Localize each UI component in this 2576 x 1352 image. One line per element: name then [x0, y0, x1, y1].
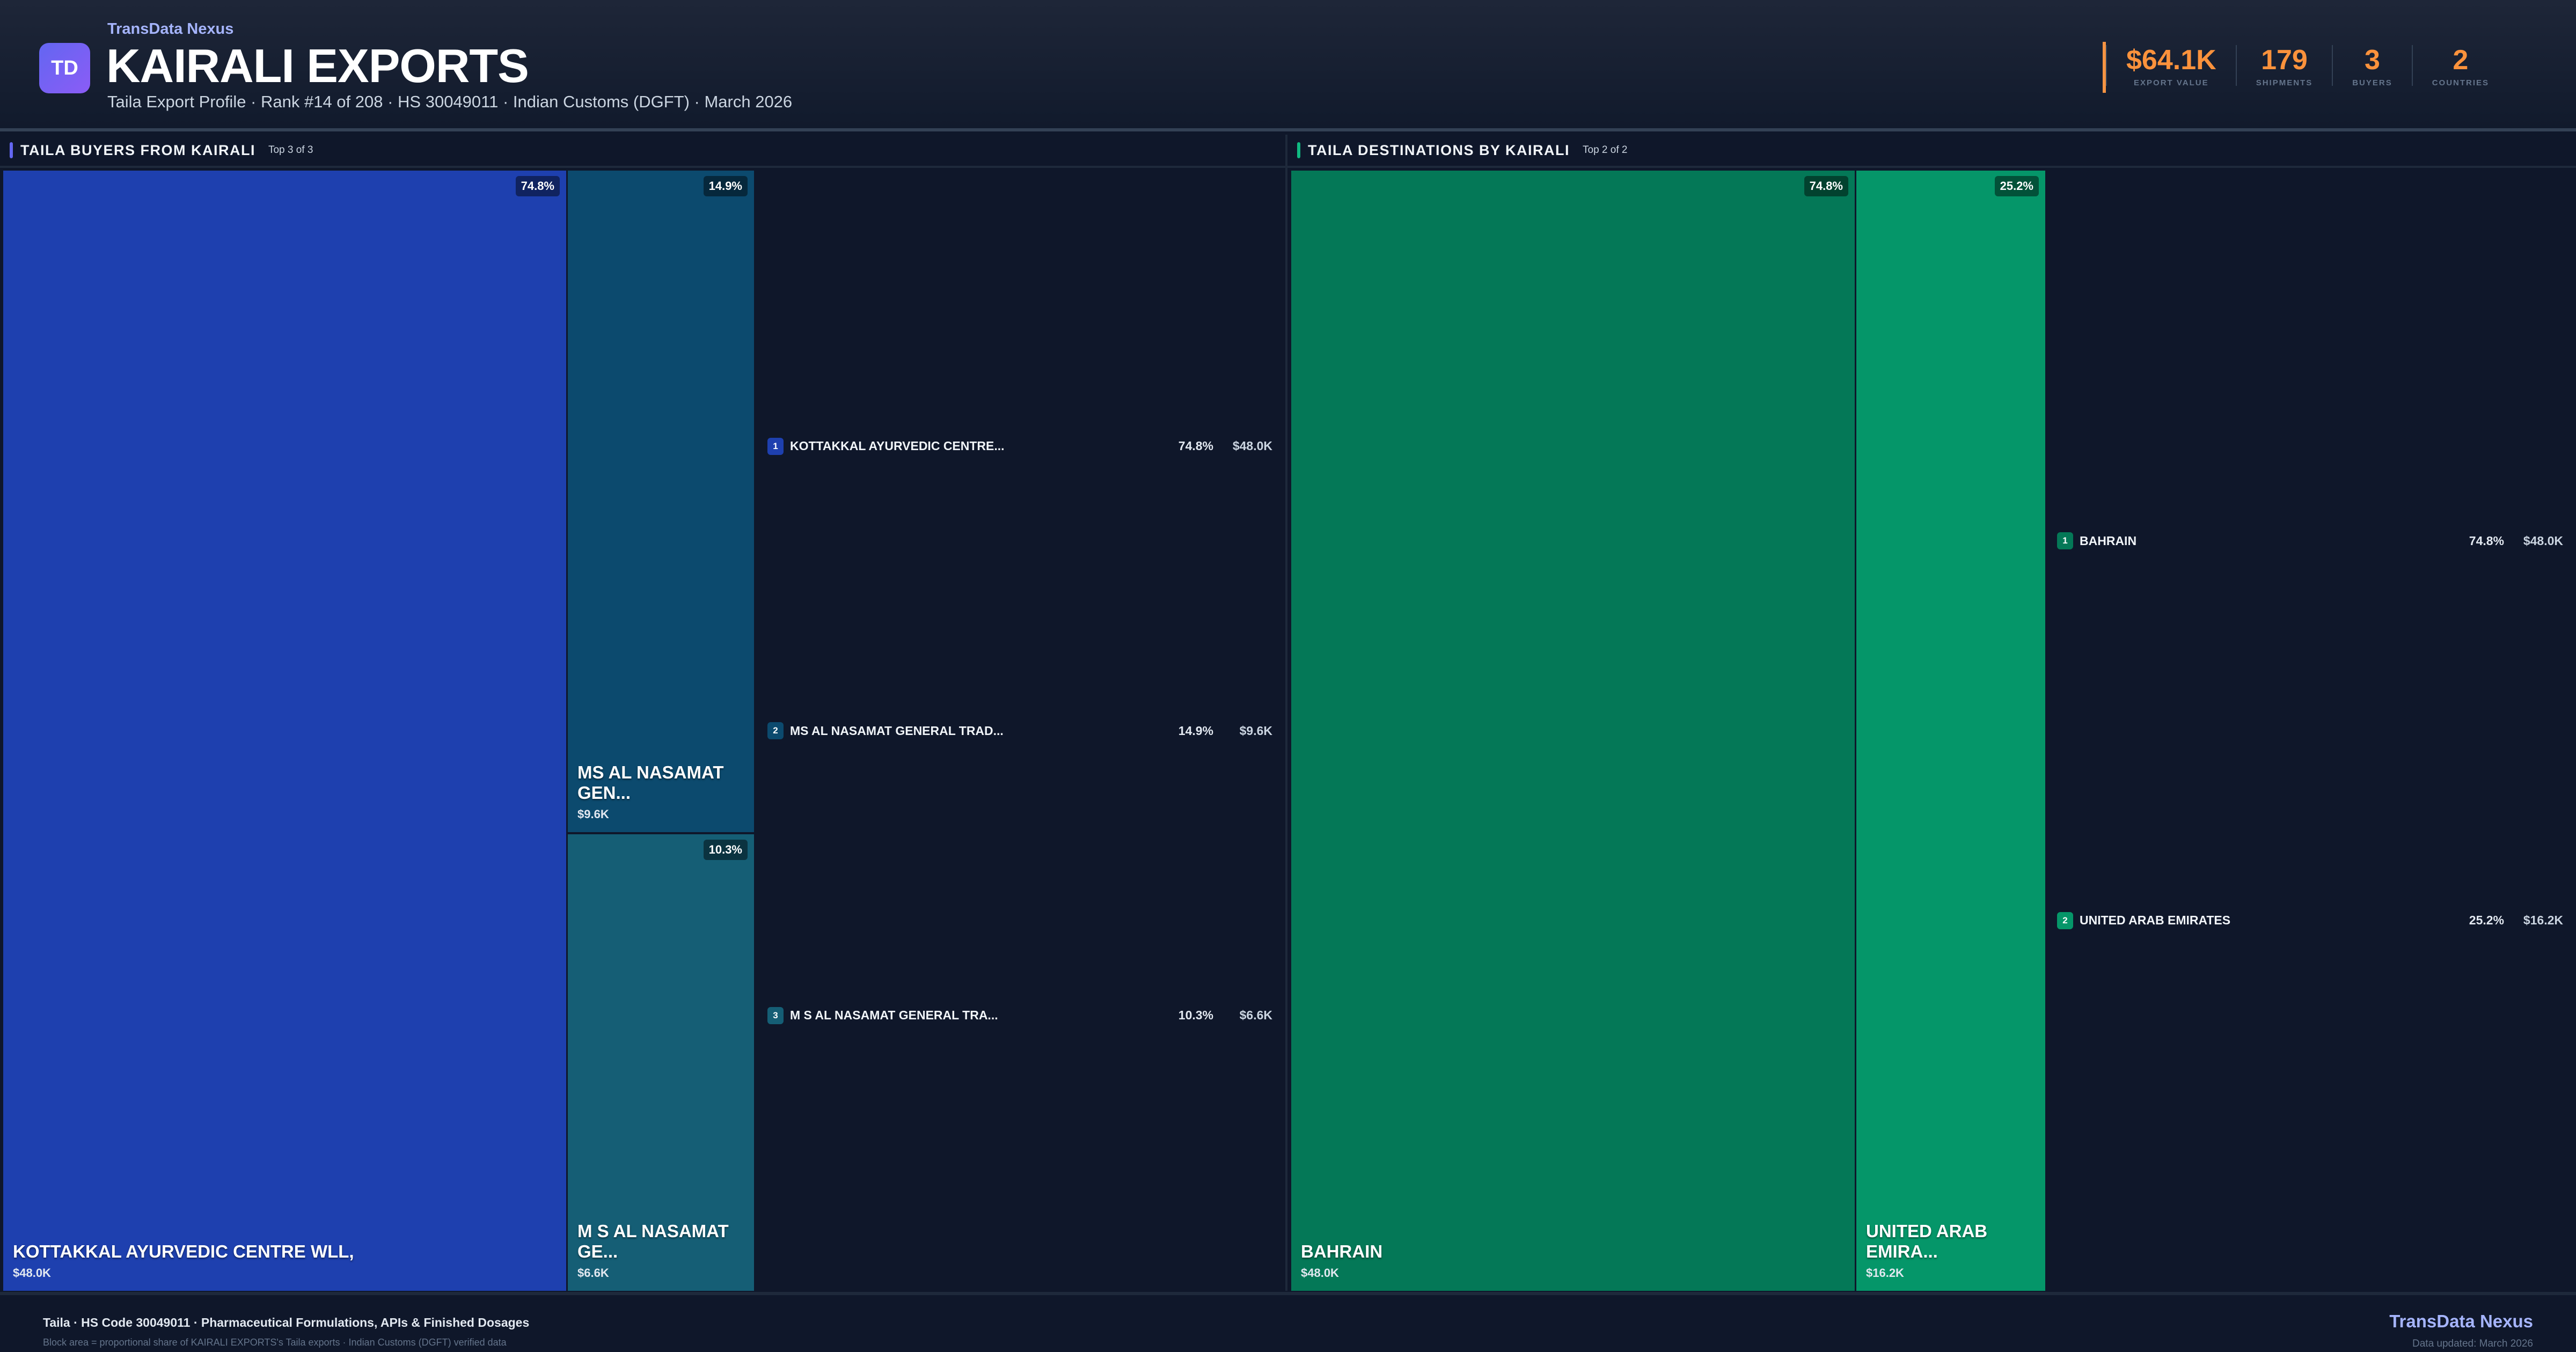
buyers-panel-header: TAILA BUYERS FROM KAIRALI Top 3 of 3 [0, 135, 1285, 168]
item-name: KOTTAKKAL AYURVEDIC CENTRE... [790, 439, 1005, 453]
panel-divider [1285, 135, 1287, 1291]
stat-value: 179 [2261, 45, 2308, 76]
buyers-panel: TAILA BUYERS FROM KAIRALI Top 3 of 3 74.… [0, 135, 1285, 1291]
stat-shipments: 179 SHIPMENTS [2235, 45, 2332, 87]
footer-updated: Data updated: March 2026 [2412, 1338, 2533, 1349]
treemap-block-buyer-2[interactable]: 14.9% MS AL NASAMAT GEN... $9.6K [568, 171, 754, 832]
share-badge: 74.8% [515, 176, 560, 196]
footer-brand: TransData Nexus [2389, 1311, 2533, 1331]
treemap-block-destination-2[interactable]: 25.2% UNITED ARAB EMIRA... $16.2K [1856, 171, 2045, 1291]
item-pct: 10.3% [1178, 1008, 1213, 1022]
item-pct: 25.2% [2469, 913, 2504, 928]
share-badge: 10.3% [703, 840, 748, 860]
stats-bar: $64.1K EXPORT VALUE 179 SHIPMENTS 3 BUYERS … [2103, 42, 2508, 93]
share-badge: 25.2% [1994, 176, 2039, 196]
stat-label: COUNTRIES [2432, 78, 2490, 87]
header: TD TransData Nexus KAIRALI EXPORTS Taila… [0, 0, 2576, 131]
item-value: $48.0K [2523, 533, 2563, 548]
treemap-block-buyer-1[interactable]: 74.8% KOTTAKKAL AYURVEDIC CENTRE WLL, $48… [3, 171, 566, 1291]
block-value: $6.6K [577, 1266, 609, 1280]
stat-label: SHIPMENTS [2256, 78, 2313, 87]
buyers-list: 1 KOTTAKKAL AYURVEDIC CENTRE... 74.8% $48.0… [756, 171, 1285, 1291]
list-item[interactable]: 1 KOTTAKKAL AYURVEDIC CENTRE... 74.8% $48.0… [756, 437, 1285, 455]
block-value: $16.2K [1866, 1266, 1904, 1280]
item-pct: 74.8% [2469, 533, 2504, 548]
stat-value: 2 [2453, 45, 2469, 76]
panel-count: Top 3 of 3 [268, 144, 313, 156]
block-value: $48.0K [13, 1266, 51, 1280]
share-badge: 14.9% [703, 176, 748, 196]
item-pct: 74.8% [1178, 439, 1213, 453]
list-item[interactable]: 1 BAHRAIN 74.8% $48.0K [2045, 532, 2576, 550]
page-title: KAIRALI EXPORTS [106, 39, 529, 92]
panel-count: Top 2 of 2 [1583, 144, 1628, 156]
panel-title: TAILA DESTINATIONS BY KAIRALI [1308, 142, 1570, 158]
block-value: $48.0K [1301, 1266, 1339, 1280]
item-pct: 14.9% [1178, 723, 1213, 738]
block-name: MS AL NASAMAT GEN... [577, 762, 724, 803]
rank-badge: 1 [767, 437, 784, 455]
share-badge: 74.8% [1804, 176, 1848, 196]
rank-badge: 2 [2057, 912, 2073, 929]
accent-bar [10, 142, 13, 158]
destinations-panel-header: TAILA DESTINATIONS BY KAIRALI Top 2 of 2 [1287, 135, 2576, 168]
stat-countries: 2 COUNTRIES [2411, 45, 2508, 87]
brand-name: TransData Nexus [107, 20, 234, 38]
block-name: UNITED ARAB EMIRA... [1866, 1221, 1988, 1261]
item-value: $6.6K [1239, 1008, 1272, 1022]
destinations-panel: TAILA DESTINATIONS BY KAIRALI Top 2 of 2… [1287, 135, 2576, 1291]
item-name: BAHRAIN [2080, 533, 2137, 548]
page-subtitle: Taila Export Profile · Rank #14 of 208 ·… [107, 92, 793, 111]
rank-badge: 2 [767, 722, 784, 739]
block-value: $9.6K [577, 807, 609, 821]
footer: Taila · HS Code 30049011 · Pharmaceutica… [0, 1292, 2576, 1352]
treemap-block-destination-1[interactable]: 74.8% BAHRAIN $48.0K [1291, 171, 1855, 1291]
footer-note: Block area = proportional share of KAIRA… [43, 1337, 507, 1348]
rank-badge: 1 [2057, 532, 2073, 550]
block-name: BAHRAIN [1301, 1241, 1383, 1261]
panel-title: TAILA BUYERS FROM KAIRALI [20, 142, 255, 158]
item-value: $9.6K [1239, 723, 1272, 738]
accent-bar [1297, 142, 1300, 158]
destinations-list: 1 BAHRAIN 74.8% $48.0K 2 UNITED ARAB EMIRATE… [2045, 171, 2576, 1291]
footer-title: Taila · HS Code 30049011 · Pharmaceutica… [43, 1316, 530, 1329]
stat-value: 3 [2365, 45, 2380, 76]
list-item[interactable]: 3 M S AL NASAMAT GENERAL TRA... 10.3% $6.6K [756, 1006, 1285, 1025]
logo: TD [39, 43, 90, 93]
treemap-block-buyer-3[interactable]: 10.3% M S AL NASAMAT GE... $6.6K [568, 834, 754, 1291]
stat-label: BUYERS [2352, 78, 2392, 87]
list-item[interactable]: 2 UNITED ARAB EMIRATES 25.2% $16.2K [2045, 912, 2576, 930]
stat-export-value: $64.1K EXPORT VALUE [2106, 45, 2236, 87]
rank-badge: 3 [767, 1006, 784, 1024]
block-name: M S AL NASAMAT GE... [577, 1221, 729, 1261]
stat-buyers: 3 BUYERS [2332, 45, 2412, 87]
item-name: M S AL NASAMAT GENERAL TRA... [790, 1008, 998, 1022]
item-value: $48.0K [1232, 439, 1272, 453]
item-name: UNITED ARAB EMIRATES [2080, 913, 2231, 928]
stat-value: $64.1K [2126, 45, 2216, 76]
list-item[interactable]: 2 MS AL NASAMAT GENERAL TRAD... 14.9% $9.6K [756, 722, 1285, 740]
stat-label: EXPORT VALUE [2134, 78, 2209, 87]
item-name: MS AL NASAMAT GENERAL TRAD... [790, 723, 1004, 738]
block-name: KOTTAKKAL AYURVEDIC CENTRE WLL, [13, 1241, 354, 1261]
item-value: $16.2K [2523, 913, 2563, 928]
